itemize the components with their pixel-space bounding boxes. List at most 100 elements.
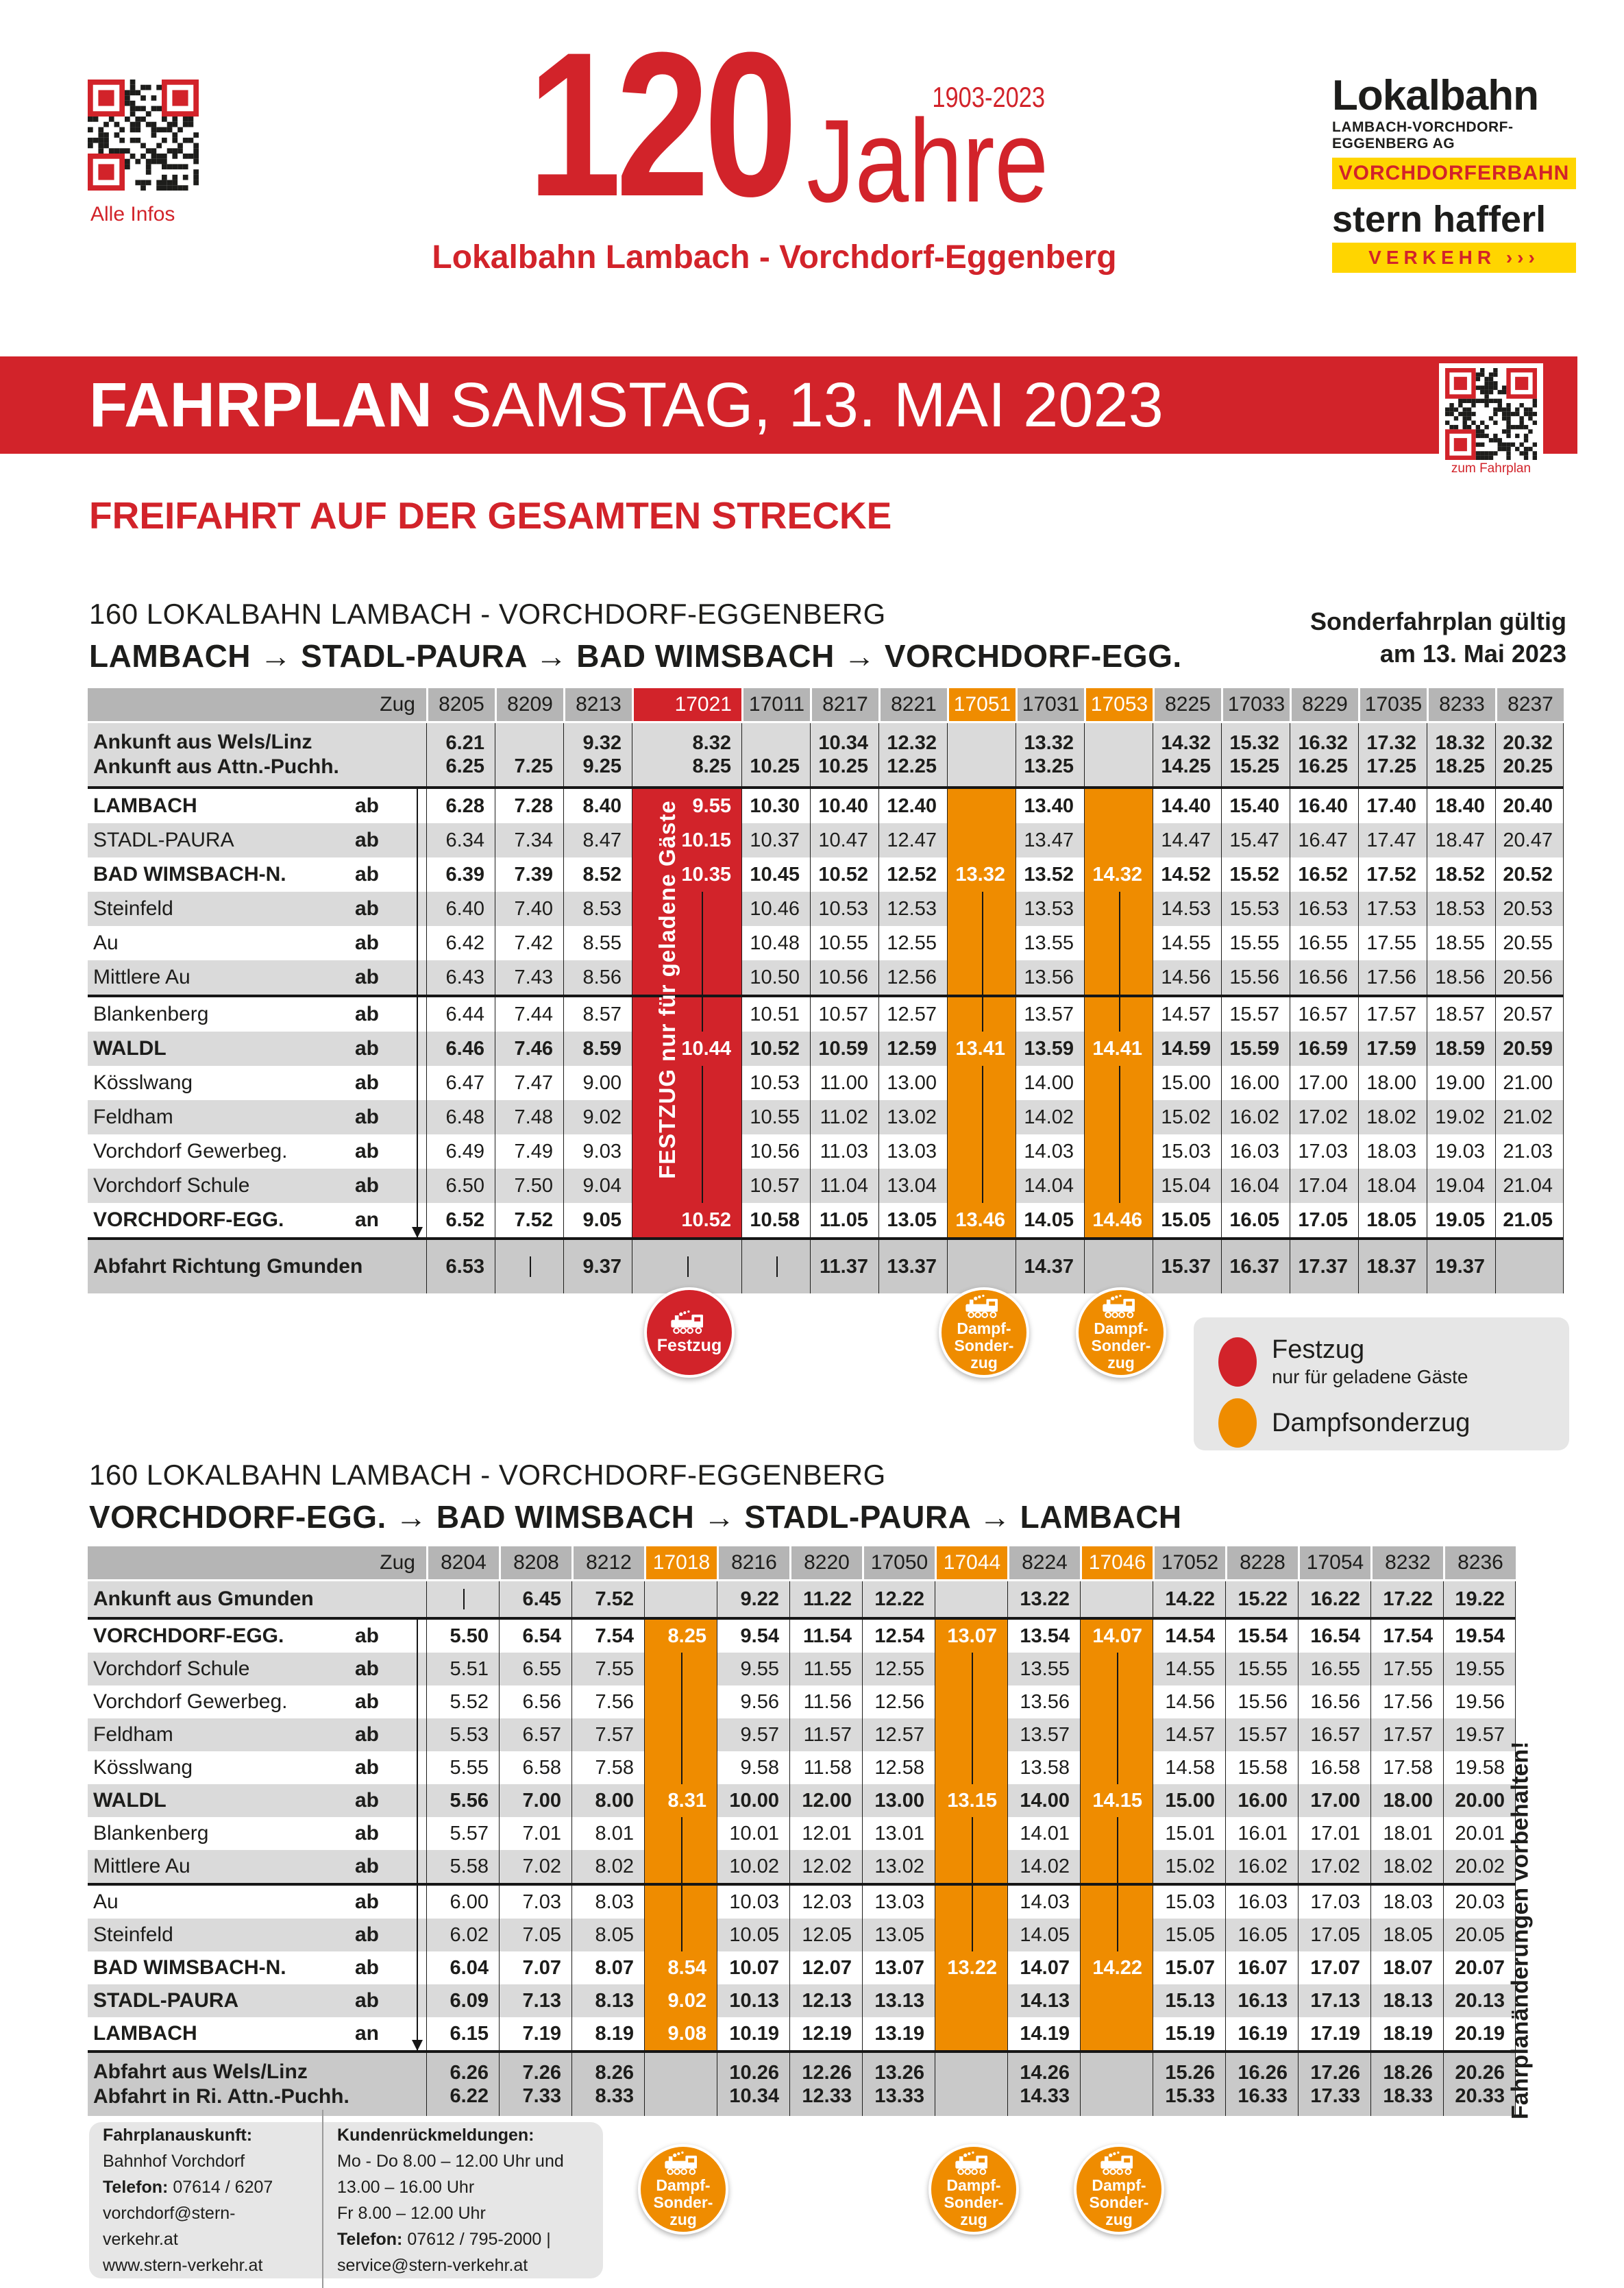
qr-caption: zum Fahrplan — [1451, 461, 1531, 476]
time-value: 21.00 — [1503, 1071, 1553, 1094]
station-row: Feldham ab 6.48 7.48 9.02 10.55 11.02 13.02 14.0… — [88, 1100, 1564, 1134]
time-cell: 15.01 — [1153, 1817, 1225, 1850]
time-value: 12.55 — [874, 1657, 924, 1680]
station-row: Feldham ab 5.53 6.57 7.57 9.57 11.57 12.57 13.57… — [88, 1718, 1516, 1751]
time-cell: 7.43 — [495, 960, 563, 995]
time-cell: 13.19 — [862, 2017, 935, 2050]
train-number: 17051 — [947, 688, 1016, 721]
time-cell — [1084, 960, 1153, 995]
time-value: 8.40 — [582, 794, 622, 817]
time-value: 7.50 — [514, 1174, 553, 1197]
time-value: 14.05 — [1020, 1923, 1070, 1946]
time-value: 13.02 — [887, 1106, 937, 1128]
time-cell: 14.57 — [1153, 997, 1221, 1032]
time-value: 13.33 — [874, 2085, 924, 2107]
time-cell: 13.59 — [1016, 1032, 1084, 1066]
time-value: 14.32 — [1161, 732, 1211, 754]
time-cell: 8.53 — [563, 892, 632, 926]
station-name: VORCHDORF-EGG. — [93, 1624, 284, 1647]
badge-label-line: zug — [1105, 2211, 1133, 2228]
time-cell: 6.46 — [426, 1032, 495, 1066]
dep-arr-tag: ab — [355, 1657, 380, 1680]
time-value: 7.40 — [514, 897, 553, 920]
time-cell: 14.05 — [1007, 1919, 1080, 1951]
time-value: 8.01 — [595, 1822, 634, 1845]
time-cell: 14.26 14.33 — [1007, 2053, 1080, 2116]
train-number: 17050 — [862, 1546, 935, 1579]
dep-arr-tag: ab — [355, 966, 380, 988]
time-cell: 12.59 — [878, 1032, 947, 1066]
time-value: 13.56 — [1024, 966, 1074, 988]
time-cell: 8.55 — [563, 926, 632, 960]
time-cell: 14.40 — [1153, 789, 1221, 823]
time-cell — [947, 1134, 1016, 1169]
time-value: 12.22 — [874, 1588, 924, 1610]
time-cell: 15.47 — [1221, 823, 1290, 857]
time-cell — [1080, 1817, 1153, 1850]
continuation-line — [1118, 960, 1120, 995]
time-value: 15.02 — [1165, 1855, 1215, 1877]
station-name: LAMBACH — [93, 794, 197, 817]
time-cell: 19.37 — [1427, 1240, 1495, 1293]
time-value: 13.02 — [874, 1855, 924, 1877]
time-cell: 7.13 — [499, 1984, 571, 2017]
time-value: 14.00 — [1020, 1789, 1070, 1812]
time-cell: 13.32 — [947, 857, 1016, 892]
time-cell: 5.57 — [426, 1817, 499, 1850]
time-cell: 8.05 — [571, 1919, 644, 1951]
continuation-line — [680, 1817, 682, 1850]
banner-title: FAHRPLAN SAMSTAG, 13. MAI 2023 — [89, 356, 1164, 454]
route-arrow-column — [410, 1886, 426, 1919]
continuation-line — [1116, 1685, 1118, 1718]
time-cell: 13.53 — [1016, 892, 1084, 926]
time-cell: 8.31 — [644, 1784, 717, 1817]
time-cell: 10.34 10.25 — [810, 723, 878, 786]
time-cell: 5.51 — [426, 1653, 499, 1685]
train-number: 8237 — [1495, 688, 1564, 721]
time-value: 17.57 — [1366, 1003, 1416, 1025]
train-number: 8232 — [1370, 1546, 1443, 1579]
time-cell: 16.57 — [1290, 997, 1358, 1032]
footer-line: vorchdorf@stern-verkehr.at — [103, 2204, 236, 2249]
time-value: 9.32 — [582, 732, 622, 754]
time-cell: 7.03 — [499, 1886, 571, 1919]
time-value: 17.32 — [1366, 732, 1416, 754]
time-cell: 9.32 9.25 — [563, 723, 632, 786]
train-number: 8220 — [789, 1546, 862, 1579]
time-cell: 17.04 — [1290, 1169, 1358, 1203]
time-value: 13.55 — [1024, 932, 1074, 954]
time-cell: 6.47 — [426, 1066, 495, 1100]
route-arrow-column — [410, 1685, 426, 1718]
time-value: 18.56 — [1435, 966, 1485, 988]
time-cell: 14.13 — [1007, 1984, 1080, 2017]
time-cell: 10.51 — [741, 997, 810, 1032]
time-value: 18.02 — [1366, 1106, 1416, 1128]
time-value: 15.40 — [1229, 794, 1279, 817]
route-line — [417, 1919, 418, 1951]
time-value: 17.25 — [1366, 755, 1416, 777]
station-name: Vorchdorf Schule — [93, 1174, 250, 1197]
time-cell: 20.03 — [1443, 1886, 1516, 1919]
time-value: 19.00 — [1435, 1071, 1485, 1094]
station-row: Vorchdorf Gewerbeg. ab 5.52 6.56 7.56 9.56 11.… — [88, 1685, 1516, 1718]
time-value: 14.55 — [1165, 1657, 1215, 1680]
time-cell: 19.56 — [1443, 1685, 1516, 1718]
time-value: 14.47 — [1161, 829, 1211, 851]
time-cell: 17.40 — [1358, 789, 1427, 823]
time-value: 8.25 — [692, 755, 731, 777]
time-value: 8.32 — [692, 732, 731, 754]
dampfsonderzug-badge: Dampf- Sonder-zug — [928, 2144, 1019, 2235]
time-cell: 15.54 — [1225, 1620, 1298, 1653]
time-cell: 8.19 — [571, 2017, 644, 2050]
time-cell: 14.53 — [1153, 892, 1221, 926]
footer-line: Kundenrückmeldungen: — [337, 2122, 589, 2148]
time-value: 13.58 — [1020, 1756, 1070, 1779]
time-cell: 12.57 — [862, 1718, 935, 1751]
time-cell: 7.42 — [495, 926, 563, 960]
time-value: 13.59 — [1024, 1037, 1074, 1060]
time-value: 20.25 — [1503, 755, 1553, 777]
time-cell: 18.40 — [1427, 789, 1495, 823]
time-value: 6.45 — [522, 1588, 561, 1610]
time-value: 6.49 — [445, 1140, 484, 1163]
time-value: 16.25 — [1298, 755, 1348, 777]
